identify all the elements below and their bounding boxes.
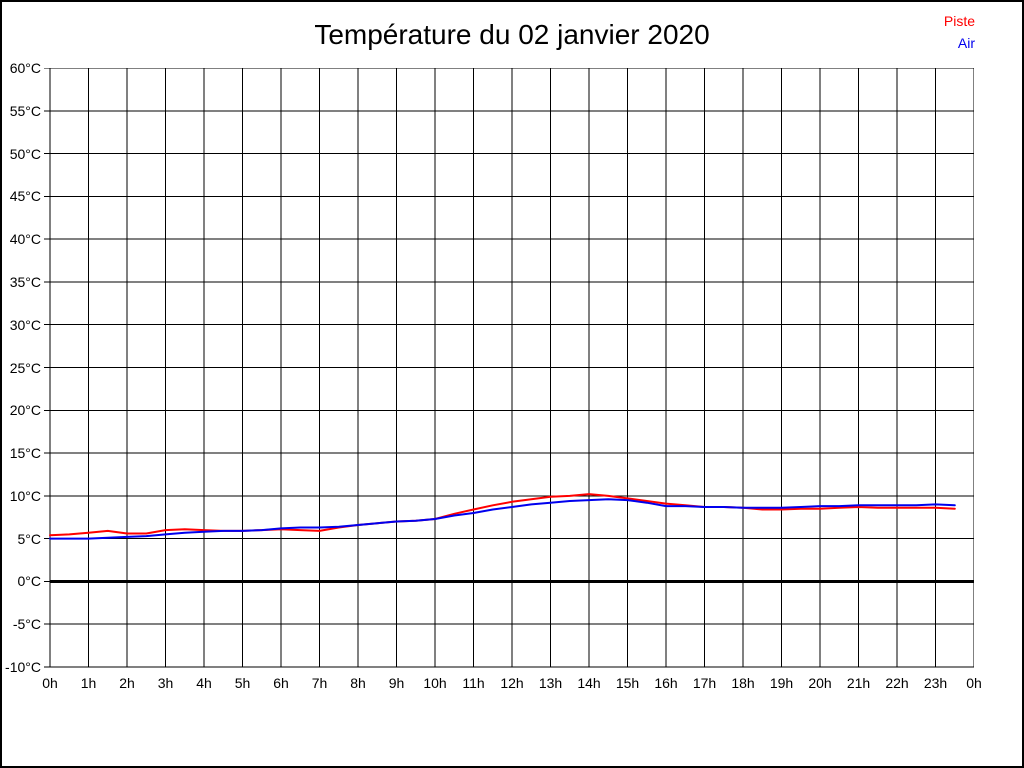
x-tick-label: 1h [80,675,97,691]
y-tick-label: 5°C [17,530,42,547]
legend-label-air: Air [957,35,975,51]
y-tick-label: 60°C [9,60,41,76]
x-tick-label: 14h [577,675,601,691]
x-tick-label: 7h [311,675,328,691]
x-tick-label: 15h [615,675,640,691]
y-tick-label: 20°C [9,402,41,419]
y-tick-label: 10°C [9,487,41,504]
y-tick-label: 15°C [9,445,41,462]
x-tick-label: 21h [846,675,871,691]
y-tick-label: 35°C [9,273,41,290]
x-tick-label: 9h [388,675,405,691]
legend-item-air: Air [944,32,975,54]
x-tick-label: 19h [769,675,794,691]
y-tick-label: 45°C [9,188,41,205]
x-tick-label: 20h [808,675,832,691]
x-tick-label: 22h [885,675,909,691]
x-tick-label: 6h [273,675,289,691]
x-tick-label: 0h [42,675,58,691]
x-tick-label: 12h [500,675,524,691]
x-tick-label: 17h [692,675,717,691]
x-tick-label: 2h [119,675,135,691]
legend-item-piste: Piste [944,10,975,32]
x-tick-label: 23h [923,675,948,691]
x-tick-label: 18h [731,675,755,691]
x-tick-label: 8h [350,675,366,691]
y-tick-label: -10°C [5,659,41,675]
y-tick-label: 0°C [17,573,42,590]
y-tick-label: 55°C [9,102,41,119]
y-tick-label: 40°C [9,231,41,248]
x-tick-label: 11h [462,675,485,691]
chart-title: Température du 02 janvier 2020 [314,19,710,50]
x-tick-label: 16h [654,675,678,691]
x-tick-label: 3h [157,675,174,691]
chart-legend: Piste Air [944,10,975,54]
chart-plot-area [44,68,974,668]
y-tick-label: 30°C [9,316,41,333]
y-tick-label: 25°C [9,359,41,376]
legend-label-piste: Piste [943,13,975,29]
x-tick-label: 0h [966,675,982,691]
y-tick-label: 50°C [9,145,41,162]
x-tick-label: 13h [538,675,563,691]
x-tick-label: 5h [234,675,251,691]
x-tick-label: 4h [196,675,212,691]
x-tick-label: 10h [423,675,447,691]
y-tick-label: -5°C [12,616,41,633]
